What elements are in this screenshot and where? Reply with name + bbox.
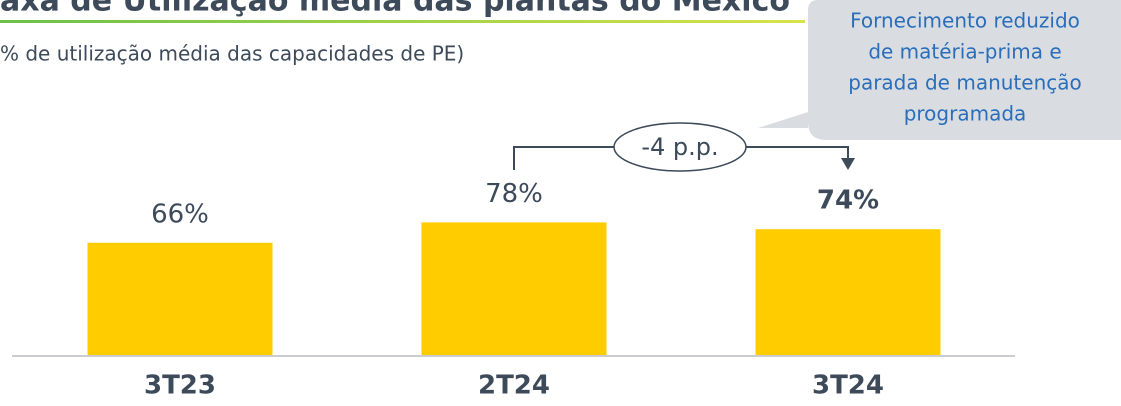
change-ellipse (613, 122, 747, 172)
x-tick-label: 2T24 (478, 371, 550, 401)
callout-line: Fornecimento reduzido (850, 9, 1080, 33)
chart-title: axa de Utilização média das plantas do M… (0, 0, 790, 19)
x-tick-label: 3T23 (144, 371, 216, 401)
title-rule (0, 20, 805, 23)
value-label: 78% (485, 179, 543, 209)
chart-subtitle: % de utilização média das capacidades de… (0, 42, 464, 66)
callout-line: parada de manutenção (848, 71, 1082, 95)
x-tick-label: 3T24 (812, 371, 884, 401)
change-arrow (841, 158, 855, 170)
callout-box (758, 0, 1121, 140)
bar (421, 222, 607, 355)
change-label: -4 p.p. (641, 133, 718, 161)
value-label: 74% (817, 186, 879, 216)
value-label: 66% (151, 199, 209, 229)
change-bracket (513, 146, 849, 170)
callout-line: de matéria-prima e (868, 40, 1061, 64)
bar (755, 229, 941, 355)
bar (87, 242, 273, 355)
callout-line: programada (904, 102, 1027, 126)
